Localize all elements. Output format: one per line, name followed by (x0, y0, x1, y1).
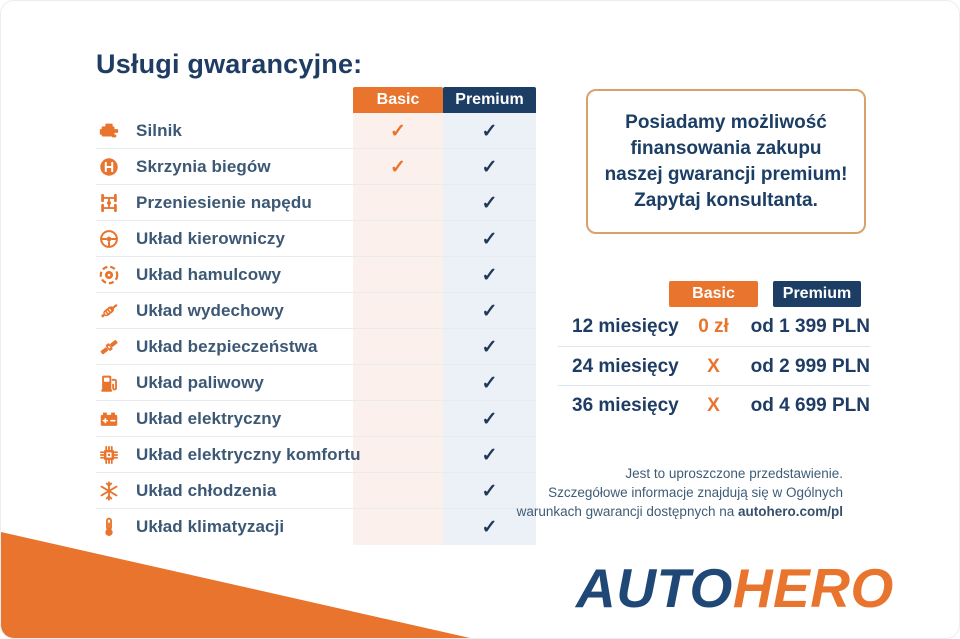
basic-check-icon (353, 329, 443, 365)
services-premium-header: Premium (443, 87, 536, 113)
disclaimer-line: warunkach gwarancji dostępnych na (516, 504, 738, 519)
promo-line: Zapytaj konsultanta. (634, 189, 818, 211)
premium-check-icon: ✓ (481, 192, 498, 214)
snowflake-icon (98, 480, 120, 502)
service-label: Układ paliwowy (136, 372, 264, 392)
service-label: Układ elektryczny komfortu (136, 444, 361, 464)
page-title: Usługi gwarancyjne: (96, 49, 363, 79)
services-basic-header: Basic (353, 87, 443, 113)
service-label: Układ hamulcowy (136, 264, 282, 284)
service-label: Silnik (136, 120, 182, 140)
pricing-period: 36 miesięcy (572, 394, 679, 416)
disclaimer-line: Jest to uproszczone przedstawienie. (625, 466, 843, 481)
basic-column-background (353, 113, 443, 545)
basic-check-icon (353, 509, 443, 545)
service-row: Układ hamulcowy ✓ (96, 257, 536, 293)
pricing-basic-value: 0 zł (698, 315, 729, 337)
disclaimer-url: autohero.com/pl (737, 504, 843, 519)
service-label: Skrzynia biegów (136, 156, 271, 176)
service-row: Układ klimatyzacji ✓ (96, 509, 536, 545)
brake-disc-icon (98, 264, 120, 286)
exhaust-icon (98, 300, 120, 322)
premium-check-icon: ✓ (481, 120, 498, 142)
basic-check-icon: ✓ (390, 120, 406, 142)
logo-hero-text: HERO (732, 557, 894, 619)
services-rows: Silnik ✓ ✓ Skrzynia biegów ✓ ✓ Przeniesienie n… (96, 113, 536, 545)
premium-check-icon: ✓ (481, 444, 498, 466)
basic-check-icon (353, 185, 443, 221)
promo-line: Posiadamy możliwość (625, 111, 827, 133)
steering-wheel-icon (98, 228, 120, 250)
service-row: Układ elektryczny ✓ (96, 401, 536, 437)
service-row: Skrzynia biegów ✓ ✓ (96, 149, 536, 185)
promo-line: finansowania zakupu (630, 137, 822, 159)
service-label: Układ klimatyzacji (136, 517, 285, 536)
premium-column-background (443, 113, 536, 545)
fuel-pump-icon (98, 372, 120, 394)
pricing-premium-value: od 4 699 PLN (750, 394, 870, 416)
basic-check-icon (353, 365, 443, 401)
basic-check-icon (353, 257, 443, 293)
premium-check-icon: ✓ (481, 264, 498, 286)
pricing-premium-header: Premium (773, 281, 861, 307)
pricing-period: 12 miesięcy (572, 315, 679, 337)
basic-check-icon (353, 401, 443, 437)
service-label: Układ elektryczny (136, 408, 282, 428)
basic-check-icon (353, 437, 443, 473)
service-row: Układ paliwowy ✓ (96, 365, 536, 401)
basic-check-icon (353, 293, 443, 329)
service-row: Silnik ✓ ✓ (96, 113, 536, 149)
service-label: Układ bezpieczeństwa (136, 336, 318, 356)
premium-check-icon: ✓ (481, 228, 498, 250)
service-row: Przeniesienie napędu ✓ (96, 185, 536, 221)
premium-check-icon: ✓ (481, 336, 498, 358)
orange-corner-shape (1, 532, 479, 638)
service-row: Układ bezpieczeństwa ✓ (96, 329, 536, 365)
service-label: Układ wydechowy (136, 300, 284, 320)
pricing-basic-value: X (707, 394, 720, 416)
pricing-row: 12 miesięcy 0 zł od 1 399 PLN (558, 307, 870, 346)
service-label: Przeniesienie napędu (136, 192, 312, 212)
engine-icon (98, 120, 120, 142)
premium-check-icon: ✓ (481, 372, 498, 394)
pricing-premium-value: od 1 399 PLN (750, 315, 870, 337)
basic-check-icon (353, 473, 443, 509)
promo-line: naszej gwarancji premium! (604, 163, 848, 185)
chip-icon (98, 444, 120, 466)
battery-icon (98, 408, 120, 430)
disclaimer-text: Jest to uproszczone przedstawienie. Szcz… (517, 464, 843, 521)
thermometer-icon (98, 516, 120, 538)
service-label: Układ kierowniczy (136, 228, 286, 248)
service-row: Układ wydechowy ✓ (96, 293, 536, 329)
pricing-premium-value: od 2 999 PLN (750, 355, 870, 377)
pricing-period: 24 miesięcy (572, 355, 679, 377)
service-label: Układ chłodzenia (136, 480, 277, 500)
pricing-basic-header: Basic (669, 281, 758, 307)
services-table: Basic Premium Silnik ✓ ✓ Skrzynia biegów ✓ ✓ P… (96, 87, 536, 545)
basic-check-icon: ✓ (390, 156, 406, 178)
premium-check-icon: ✓ (481, 480, 498, 502)
logo-auto-text: AUTO (576, 557, 733, 619)
gearbox-icon (98, 156, 120, 178)
premium-check-icon: ✓ (481, 516, 498, 538)
premium-check-icon: ✓ (481, 408, 498, 430)
drivetrain-icon (98, 192, 120, 214)
service-row: Układ chłodzenia ✓ (96, 473, 536, 509)
premium-check-icon: ✓ (481, 300, 498, 322)
financing-promo-box: Posiadamy możliwość finansowania zakupu … (586, 89, 866, 234)
service-row: Układ kierowniczy ✓ (96, 221, 536, 257)
disclaimer-line: Szczegółowe informacje znajdują się w Og… (548, 485, 843, 500)
basic-check-icon (353, 221, 443, 257)
service-row: Układ elektryczny komfortu ✓ (96, 437, 536, 473)
autohero-logo: AUTOHERO (576, 561, 894, 616)
pricing-basic-value: X (707, 355, 720, 377)
seatbelt-icon (98, 336, 120, 358)
premium-check-icon: ✓ (481, 156, 498, 178)
